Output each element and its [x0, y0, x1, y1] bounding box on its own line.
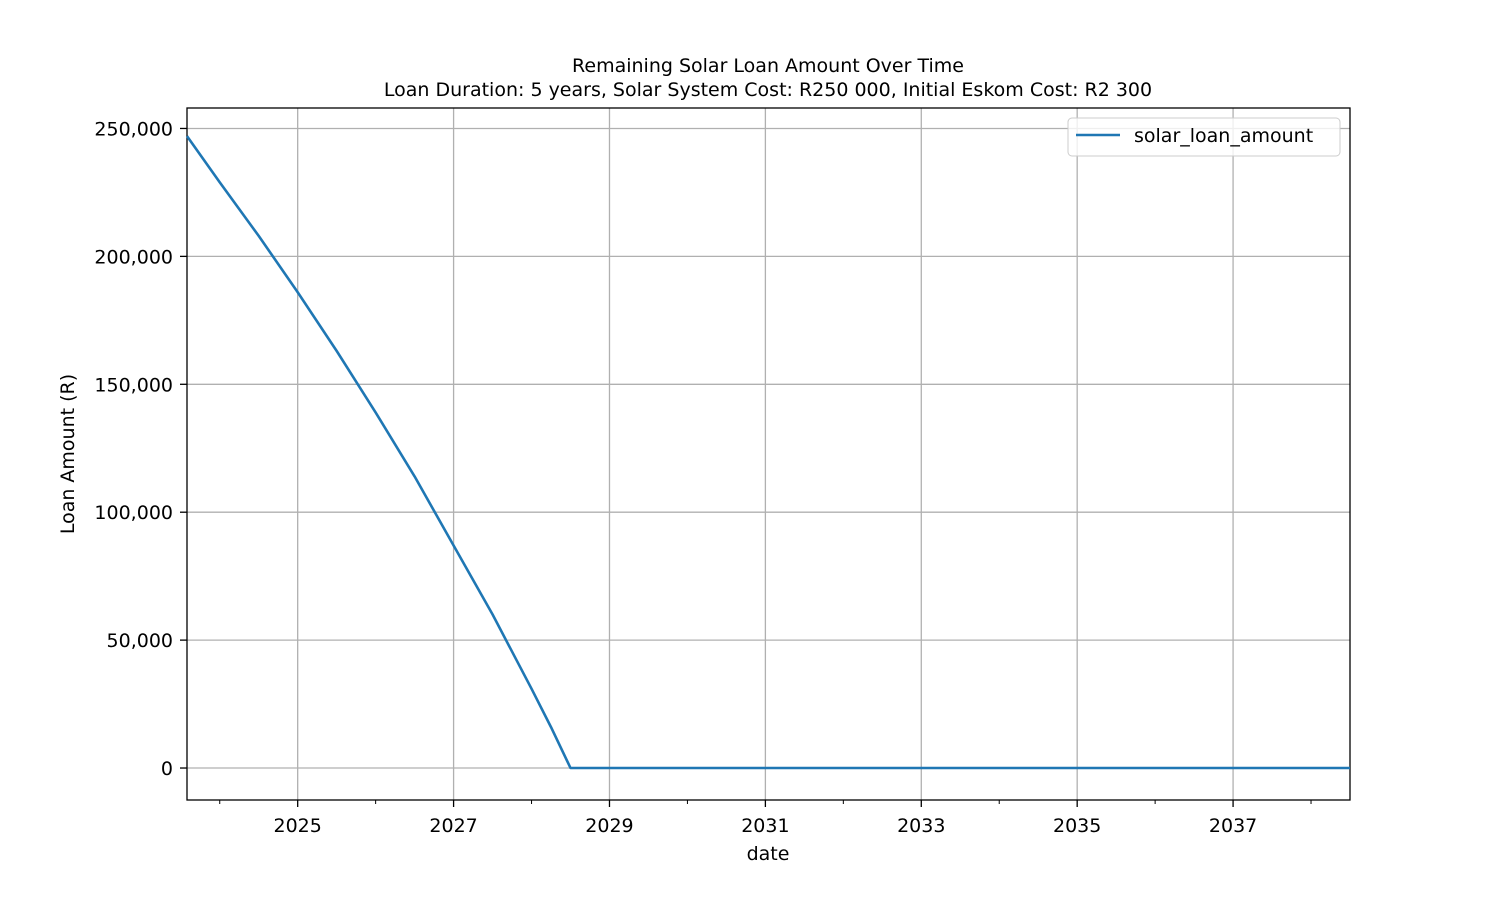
legend-label: solar_loan_amount	[1134, 125, 1313, 147]
x-tick-label: 2035	[1053, 815, 1101, 837]
legend: solar_loan_amount	[1067, 117, 1341, 157]
x-tick-label: 2029	[585, 815, 633, 837]
y-tick-label: 50,000	[107, 630, 173, 652]
y-axis-label: Loan Amount (R)	[57, 374, 79, 534]
y-tick-label: 150,000	[94, 374, 173, 396]
series-line-solar_loan_amount	[185, 135, 1350, 770]
chart-title: Remaining Solar Loan Amount Over Time	[572, 55, 964, 77]
series-layer	[185, 135, 1350, 770]
x-tick-label: 2037	[1209, 815, 1257, 837]
x-tick-label: 2027	[429, 815, 477, 837]
x-axis-label: date	[747, 843, 790, 865]
x-tick-label: 2033	[897, 815, 945, 837]
chart-subtitle: Loan Duration: 5 years, Solar System Cos…	[384, 79, 1152, 101]
x-tick-label: 2031	[741, 815, 789, 837]
y-tick-label: 100,000	[94, 502, 173, 524]
y-tick-label: 0	[161, 758, 173, 780]
grid	[187, 108, 1350, 800]
y-tick-label: 250,000	[94, 118, 173, 140]
y-tick-label: 200,000	[94, 246, 173, 268]
plot-area-frame	[186, 107, 1351, 801]
x-tick-label: 2025	[274, 815, 322, 837]
legend-box	[1067, 117, 1341, 157]
axis-ticks: 2025 2027 2029 2031 2033 2035 2037 0 50,000 100,0…	[94, 118, 1312, 837]
